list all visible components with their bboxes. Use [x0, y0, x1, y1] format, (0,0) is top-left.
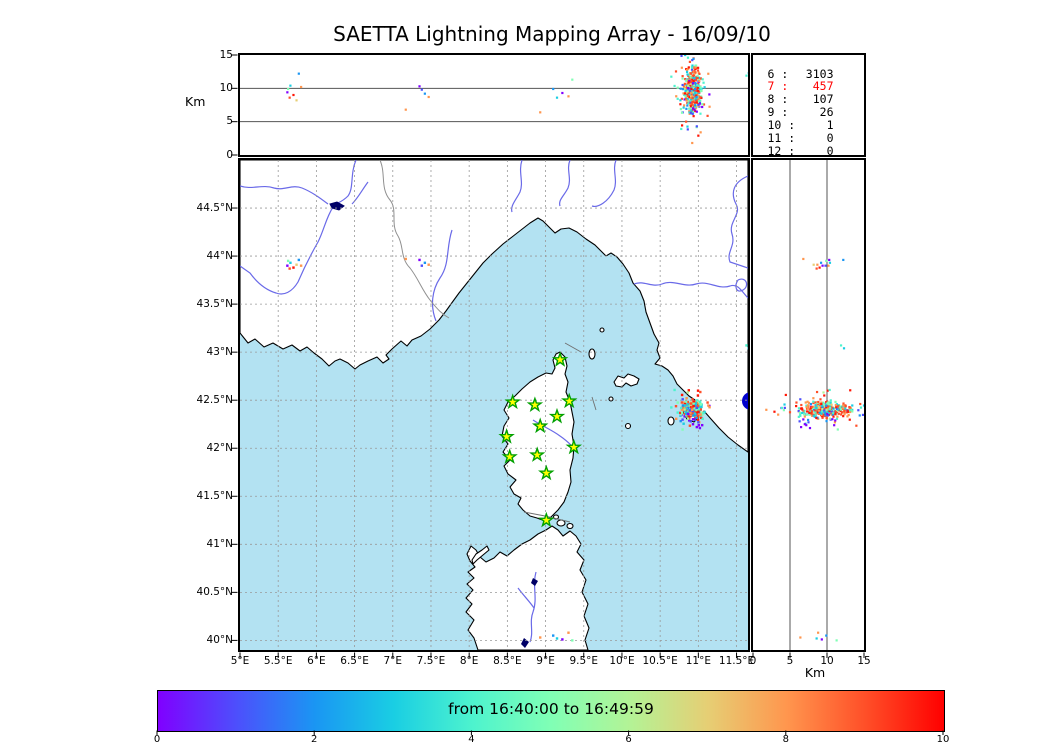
stats-bin-label: 8 :	[767, 92, 789, 107]
stats-count-value: 457	[812, 79, 834, 94]
lon-axis-tick-label: 9.5°E	[569, 655, 599, 667]
stats-bin-label: 12 :	[767, 143, 796, 158]
lon-axis-tick-label: 6.5°E	[340, 655, 369, 667]
right-km-tick-label: 10	[820, 655, 834, 667]
lat-axis-tick-label: 41.5°N	[196, 489, 233, 502]
time-colorbar: from 16:40:00 to 16:49:59	[157, 690, 945, 732]
lat-axis-tick-label: 43°N	[206, 345, 233, 358]
lat-axis-tick-label: 42°N	[206, 441, 233, 454]
lma-station-star	[503, 392, 521, 409]
lma-station-star	[565, 438, 582, 454]
stats-count-value: 0	[826, 143, 834, 158]
lma-station-star	[528, 445, 545, 462]
stats-count-value: 3103	[805, 66, 834, 81]
land-layer	[239, 159, 748, 650]
map-panel	[237, 157, 750, 652]
stats-row: 9 : 26	[753, 106, 864, 119]
lat-axis-tick-label: 44.5°N	[196, 201, 233, 214]
lon-axis-tick-label: 11.5°E	[718, 655, 755, 667]
scatter-points-layer	[285, 54, 748, 144]
lma-station-star	[500, 447, 518, 464]
scatter-points-layer	[285, 257, 748, 642]
lon-axis-tick-label: 8°E	[459, 655, 479, 667]
stats-row: 10 : 1	[753, 119, 864, 132]
graticule-layer	[239, 159, 748, 650]
lon-axis-tick-label: 7.5°E	[416, 655, 446, 667]
lon-axis-tick-label: 10°E	[609, 655, 635, 667]
stats-bin-label: 7 :	[767, 79, 789, 94]
lma-station-star	[548, 407, 565, 424]
right-km-tick-label: 0	[749, 655, 757, 667]
lon-axis-tick-label: 11°E	[685, 655, 711, 667]
rivers-layer	[239, 159, 748, 642]
lon-axis-tick-label: 5°E	[230, 655, 250, 667]
stats-bin-label: 11 :	[767, 131, 796, 146]
altitude-longitude-panel	[237, 52, 750, 157]
stats-bin-label: 10 :	[767, 118, 796, 133]
lat-axis-tick-label: 40°N	[206, 633, 233, 646]
lat-axis-tick-label: 40.5°N	[196, 585, 233, 598]
lma-station-star	[526, 395, 543, 412]
colorbar-time-range-label: from 16:40:00 to 16:49:59	[448, 700, 654, 718]
source-count-stats-panel: 6 : 3103 7 : 457 8 : 107 9 : 26 10 : 1 11 : 0 12 : 0	[750, 52, 866, 158]
right-km-tick-label: 5	[786, 655, 794, 667]
lon-axis-tick-label: 9°E	[536, 655, 555, 667]
colorbar-tick-label: 6	[625, 734, 632, 745]
altitude-latitude-scatter	[764, 159, 864, 650]
colorbar-tick-label: 10	[936, 734, 950, 745]
lat-axis-tick-label: 44°N	[206, 249, 233, 262]
lon-axis-tick-label: 10.5°E	[642, 655, 678, 667]
lat-axis-tick-label: 41°N	[206, 537, 233, 550]
stats-bin-label: 6 :	[767, 66, 789, 81]
lma-station-star	[537, 511, 555, 527]
stats-count-value: 26	[819, 105, 834, 120]
stats-row: 7 : 457	[753, 80, 864, 93]
lma-stations-layer	[497, 350, 582, 527]
alt-axis-tick-label: 5	[226, 115, 233, 128]
stats-row: 6 : 3103	[753, 66, 864, 81]
stats-bin-label: 9 :	[767, 105, 789, 120]
scatter-points-layer	[764, 257, 864, 641]
colorbar-tick-label: 2	[311, 734, 318, 745]
lma-station-star	[551, 350, 568, 367]
colorbar-tick-label: 0	[153, 734, 161, 745]
lma-station-star	[537, 464, 555, 480]
right-km-tick-label: 15	[857, 655, 871, 667]
lon-axis-tick-label: 6°E	[307, 655, 326, 667]
altitude-longitude-scatter	[239, 54, 748, 144]
lat-axis-tick-label: 42.5°N	[196, 393, 233, 406]
alt-axis-tick-label: 0	[226, 148, 233, 161]
stats-count-value: 1	[826, 118, 834, 133]
altitude-latitude-panel	[750, 157, 866, 652]
altitude-axis-unit-label: Km	[185, 94, 206, 109]
colorbar-tick-label: 4	[468, 734, 475, 745]
alt-axis-tick-label: 15	[219, 48, 233, 61]
lma-station-star	[560, 392, 577, 408]
stats-count-value: 107	[812, 92, 834, 107]
stats-row: 8 : 107	[753, 93, 864, 106]
stats-row: 12 : 0	[753, 145, 864, 158]
colorbar-tick-label: 8	[782, 734, 789, 745]
page-title: SAETTA Lightning Mapping Array - 16/09/1…	[333, 22, 771, 46]
lma-station-star	[531, 416, 548, 433]
lon-axis-tick-label: 5.5°E	[263, 655, 293, 667]
right-km-axis-unit-label: Km	[804, 665, 826, 680]
lon-axis-tick-label: 8.5°E	[493, 655, 522, 667]
lon-axis-tick-label: 7°E	[383, 655, 403, 667]
stats-count-value: 0	[826, 131, 834, 146]
lat-axis-tick-label: 43.5°N	[196, 297, 233, 310]
stats-row: 11 : 0	[753, 132, 864, 145]
geographic-map	[239, 159, 748, 650]
lma-station-star	[497, 427, 515, 444]
alt-axis-tick-label: 10	[219, 81, 233, 94]
